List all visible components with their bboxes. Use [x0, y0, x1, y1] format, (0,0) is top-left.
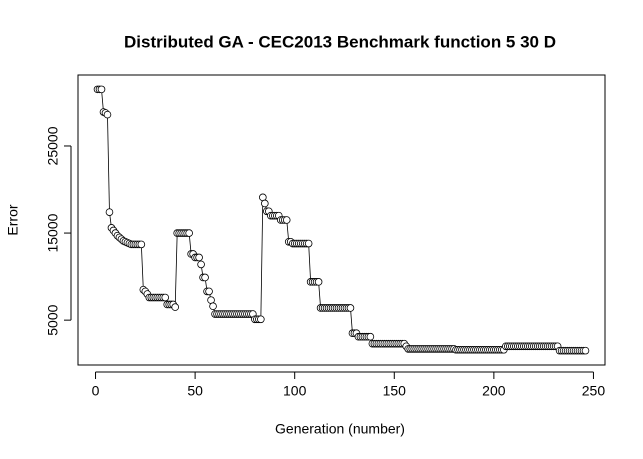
data-point — [185, 229, 193, 237]
data-point — [97, 85, 106, 94]
data-point — [201, 273, 209, 282]
data-point — [197, 260, 205, 269]
data-point — [171, 303, 179, 311]
data-point — [209, 302, 217, 311]
x-tick-label: 100 — [283, 383, 307, 399]
data-point — [282, 216, 291, 224]
y-axis-label: Error — [5, 204, 21, 235]
data-point — [257, 315, 265, 324]
x-axis-label: Generation (number) — [275, 421, 405, 437]
x-tick-label: 200 — [482, 383, 506, 399]
data-point — [195, 253, 203, 262]
x-tick-label: 150 — [383, 383, 407, 399]
data-point — [105, 208, 114, 216]
x-tick-label: 50 — [187, 383, 203, 399]
x-tick-label: 0 — [92, 383, 100, 399]
data-point — [581, 346, 590, 355]
data-point — [366, 332, 375, 341]
data-point — [205, 287, 213, 296]
data-point — [103, 110, 112, 119]
chart-title: Distributed GA - CEC2013 Benchmark funct… — [124, 32, 556, 51]
data-point — [137, 240, 146, 249]
data-point — [314, 278, 323, 286]
data-point — [261, 199, 269, 208]
y-tick-label: 15000 — [45, 213, 61, 252]
y-tick-label: 5000 — [45, 304, 61, 335]
plot-box — [77, 74, 606, 366]
data-point — [346, 304, 355, 312]
data-point — [161, 293, 170, 302]
y-tick-label: 25000 — [45, 126, 61, 165]
data-point — [304, 239, 313, 248]
x-tick-label: 250 — [582, 383, 606, 399]
